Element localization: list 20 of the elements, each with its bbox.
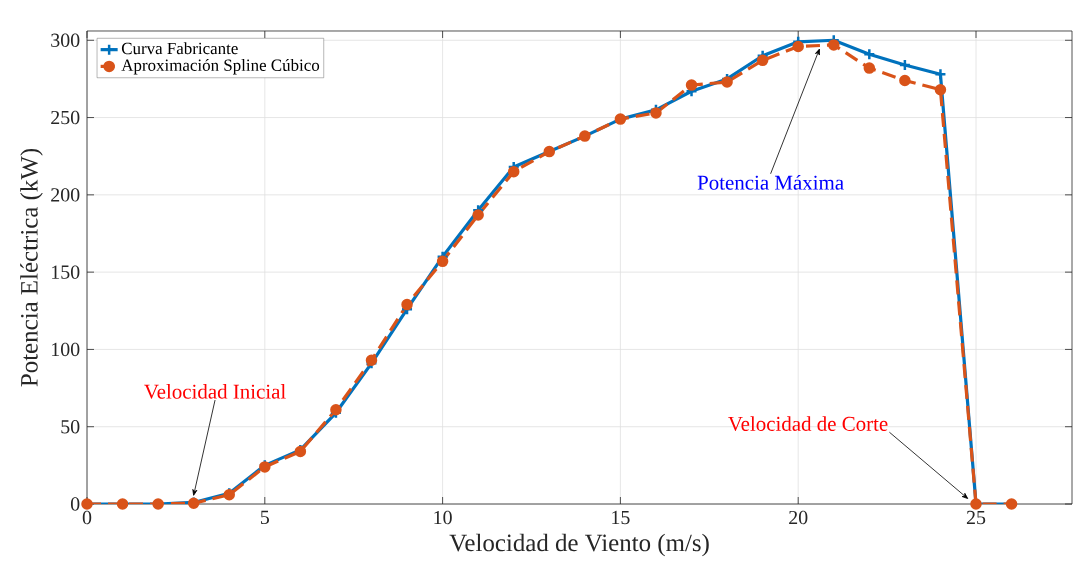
x-axis-title: Velocidad de Viento (m/s) xyxy=(449,533,709,557)
y-tick-label: 300 xyxy=(51,33,80,47)
x-tick-label: 10 xyxy=(434,510,452,525)
y-tick-label: 250 xyxy=(51,110,80,125)
annotation: Potencia Máxima xyxy=(697,174,844,190)
annotation: Velocidad de Corte xyxy=(728,416,888,431)
y-tick-label: 150 xyxy=(52,265,80,279)
y-axis-title: Potencia Eléctrica (kW) xyxy=(20,148,43,387)
y-tick-label: 100 xyxy=(52,342,80,357)
legend-label: Aproximación Spline Cúbico xyxy=(121,59,320,75)
legend-label: Curva Fabricante xyxy=(121,42,238,55)
x-tick-label: 25 xyxy=(966,510,986,525)
x-tick-label: 5 xyxy=(260,510,270,525)
x-tick-label: 20 xyxy=(789,510,808,525)
annotation: Velocidad Inicial xyxy=(144,384,286,399)
x-tick-label: 15 xyxy=(612,510,630,525)
x-tick-label: 0 xyxy=(82,510,92,525)
y-tick-label: 200 xyxy=(51,188,80,202)
y-tick-label: 0 xyxy=(70,497,80,511)
y-tick-label: 50 xyxy=(61,419,80,434)
